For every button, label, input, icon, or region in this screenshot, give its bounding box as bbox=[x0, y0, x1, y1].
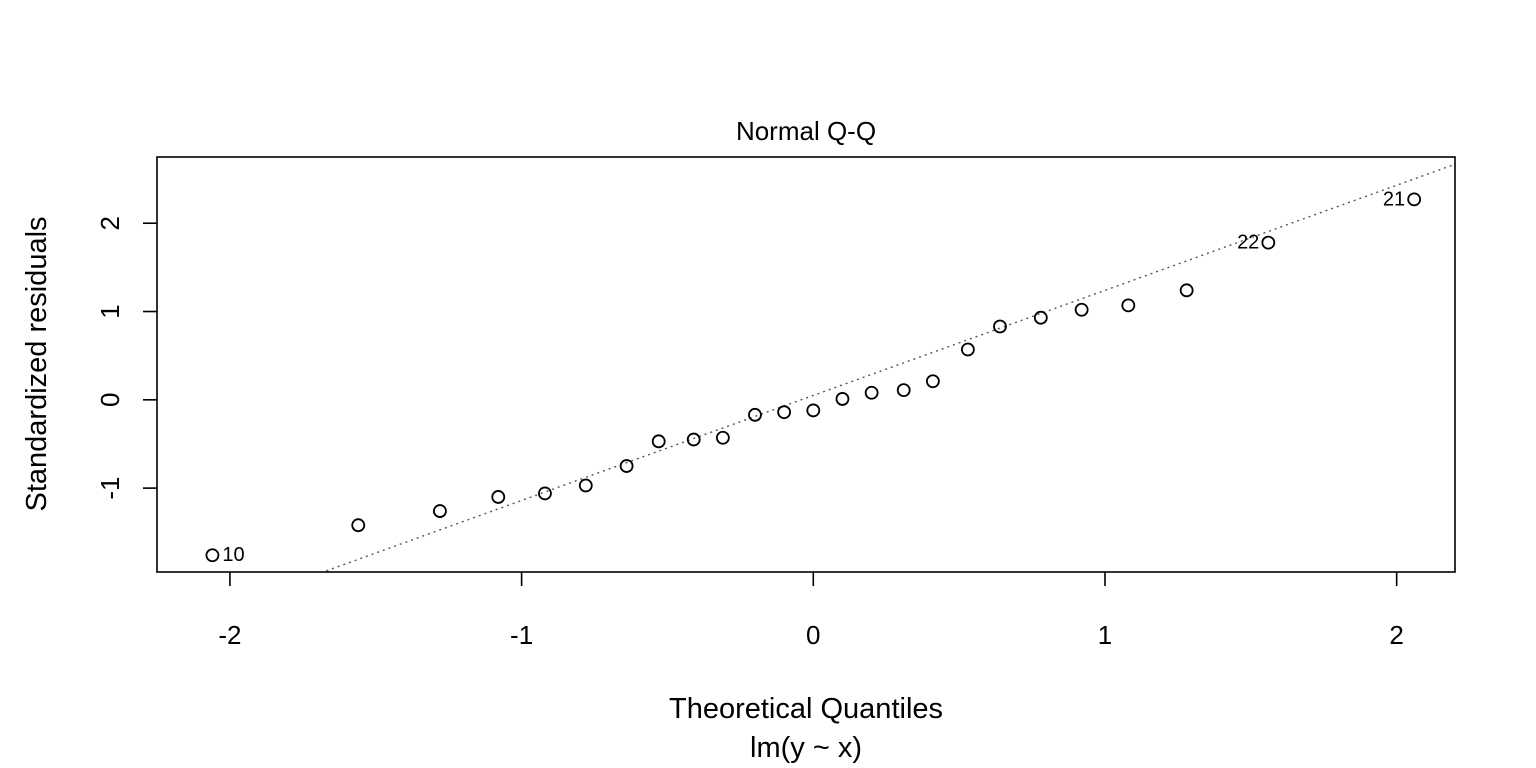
data-point bbox=[1261, 235, 1276, 250]
data-point bbox=[1121, 298, 1136, 313]
point-label: 22 bbox=[1237, 232, 1259, 254]
data-point bbox=[748, 407, 762, 422]
plot-frame bbox=[156, 156, 1456, 573]
y-tick-label: 2 bbox=[95, 216, 125, 230]
data-point bbox=[864, 385, 879, 400]
x-tick-label: 1 bbox=[1098, 620, 1112, 650]
y-tick-label: -1 bbox=[95, 477, 125, 500]
data-point bbox=[993, 319, 1007, 334]
chart-title: Normal Q-Q bbox=[736, 116, 876, 146]
x-tick-label: -2 bbox=[218, 620, 241, 650]
x-tick-label: 0 bbox=[806, 620, 820, 650]
point-label: 21 bbox=[1383, 188, 1405, 210]
data-point bbox=[715, 430, 730, 445]
data-point bbox=[491, 490, 506, 504]
data-point bbox=[538, 486, 552, 501]
data-point bbox=[1179, 283, 1194, 298]
data-point bbox=[1074, 302, 1089, 317]
data-point bbox=[351, 518, 366, 533]
data-point bbox=[1033, 310, 1048, 325]
x-tick-label: 2 bbox=[1389, 620, 1403, 650]
data-point bbox=[777, 405, 792, 420]
point-label: 10 bbox=[222, 544, 244, 566]
data-point bbox=[896, 383, 911, 398]
data-point bbox=[651, 434, 666, 449]
data-point bbox=[433, 504, 447, 518]
y-axis: -1 0 1 2 bbox=[95, 216, 157, 500]
x-axis: -2 -1 0 1 2 bbox=[218, 572, 1404, 650]
point-labels: 10 22 21 bbox=[222, 188, 1405, 566]
data-point bbox=[619, 459, 634, 473]
data-point bbox=[1407, 192, 1422, 207]
data-point bbox=[925, 374, 940, 389]
x-tick-label: -1 bbox=[510, 620, 533, 650]
data-point bbox=[835, 392, 850, 406]
reference-line bbox=[320, 163, 1455, 572]
data-point bbox=[686, 432, 701, 447]
data-point bbox=[578, 478, 593, 493]
y-tick-label: 0 bbox=[95, 393, 125, 407]
x-axis-label: Theoretical Quantiles bbox=[669, 693, 943, 725]
data-point bbox=[960, 342, 975, 357]
data-points bbox=[205, 192, 1422, 563]
y-tick-label: 1 bbox=[95, 304, 125, 318]
y-axis-label: Standardized residuals bbox=[21, 216, 53, 511]
x-axis-sublabel: lm(y ~ x) bbox=[750, 732, 862, 764]
data-point bbox=[806, 403, 821, 418]
data-point bbox=[205, 548, 220, 563]
